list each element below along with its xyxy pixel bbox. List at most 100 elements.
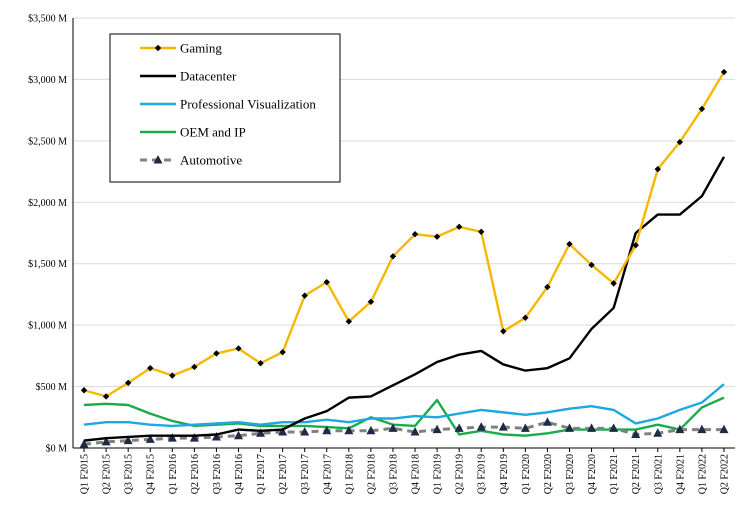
triangle-marker	[153, 155, 163, 164]
x-tick-label: Q2 F2015	[102, 454, 113, 494]
x-tick-label: Q1 F2021	[609, 454, 620, 494]
x-tick-label: Q1 F2022	[697, 454, 708, 494]
diamond-marker	[147, 364, 154, 372]
diamond-marker	[654, 165, 661, 173]
series-line-gaming	[83, 71, 725, 398]
triangle-marker	[123, 435, 133, 445]
y-tick-label: $1,500 M	[28, 259, 67, 270]
triangle-marker	[300, 427, 310, 436]
y-tick-label: $2,000 M	[28, 198, 67, 209]
series-line-datacenter	[83, 156, 726, 442]
x-tick-label: Q1 F2015	[80, 454, 91, 494]
diamond-marker	[544, 283, 551, 291]
x-tick-label: Q4 F2021	[675, 454, 686, 494]
x-tick-label: Q4 F2016	[234, 454, 245, 494]
diamond-marker	[235, 345, 242, 352]
series-line-professional-visualization	[83, 383, 725, 428]
y-tick-label: $1,000 M	[28, 321, 67, 332]
triangle-marker	[211, 431, 221, 441]
triangle-marker	[719, 424, 729, 434]
x-tick-label: Q1 F2020	[521, 454, 532, 494]
diamond-marker	[455, 223, 463, 231]
y-tick-label: $3,500 M	[28, 14, 67, 25]
triangle-marker	[189, 433, 199, 442]
diamond-marker	[588, 261, 595, 269]
x-tick-label: Q2 F2019	[455, 454, 466, 494]
x-tick-label: Q2 F2022	[719, 454, 730, 494]
triangle-marker	[587, 423, 597, 432]
diamond-marker	[191, 363, 198, 371]
diamond-marker	[367, 298, 375, 305]
x-tick-label: Q3 F2021	[653, 454, 664, 494]
triangle-marker	[631, 429, 641, 438]
x-tick-label: Q4 F2017	[322, 454, 333, 494]
y-tick-label: $0 M	[46, 444, 68, 455]
triangle-marker	[79, 439, 89, 448]
triangle-marker	[410, 427, 420, 436]
legend-label: OEM and IP	[180, 125, 246, 140]
triangle-marker	[542, 417, 552, 426]
x-tick-label: Q1 F2018	[344, 454, 355, 494]
diamond-marker	[433, 233, 441, 240]
triangle-marker	[278, 427, 288, 436]
diamond-marker	[632, 242, 639, 249]
y-tick-label: $2,500 M	[28, 136, 67, 147]
x-tick-label: Q2 F2020	[543, 454, 554, 494]
diamond-marker	[345, 318, 353, 325]
diamond-marker	[566, 240, 573, 248]
y-tick-label: $500 M	[36, 382, 68, 393]
x-tick-label: Q1 F2019	[433, 454, 444, 494]
diamond-marker	[80, 387, 88, 394]
triangle-marker	[344, 425, 354, 435]
x-tick-label: Q3 F2016	[212, 454, 223, 494]
x-tick-label: Q2 F2016	[190, 454, 201, 494]
legend-label: Professional Visualization	[180, 97, 316, 112]
x-tick-label: Q3 F2018	[388, 454, 399, 494]
triangle-marker	[322, 425, 332, 435]
triangle-marker	[101, 436, 111, 446]
x-tick-label: Q1 F2017	[256, 454, 267, 494]
triangle-marker	[388, 423, 398, 432]
diamond-marker	[698, 105, 706, 113]
diamond-marker	[169, 372, 176, 379]
x-tick-label: Q4 F2020	[587, 454, 598, 494]
legend-box	[109, 33, 341, 183]
x-tick-label: Q3 F2017	[300, 454, 311, 494]
triangle-marker	[234, 430, 243, 440]
diamond-marker	[411, 231, 419, 238]
x-tick-label: Q3 F2019	[477, 454, 488, 494]
x-tick-label: Q2 F2021	[631, 454, 642, 494]
triangle-marker	[675, 424, 685, 434]
legend-label: Datacenter	[180, 69, 237, 84]
x-tick-label: Q3 F2015	[124, 454, 135, 494]
triangle-marker	[697, 424, 707, 434]
x-tick-label: Q4 F2019	[499, 454, 510, 494]
x-tick-label: Q2 F2018	[366, 454, 377, 494]
diamond-marker	[213, 350, 220, 357]
triangle-marker	[609, 423, 619, 432]
triangle-marker	[498, 422, 508, 431]
diamond-marker	[676, 138, 684, 146]
diamond-marker	[124, 379, 132, 387]
diamond-marker	[522, 314, 529, 321]
diamond-marker	[279, 348, 286, 356]
triangle-marker	[565, 423, 574, 432]
triangle-marker	[167, 433, 177, 442]
x-tick-label: Q4 F2018	[411, 454, 422, 494]
legend-label: Gaming	[180, 41, 222, 56]
diamond-marker	[720, 68, 728, 76]
y-tick-label: $3,000 M	[28, 75, 67, 86]
x-tick-label: Q4 F2015	[146, 454, 157, 494]
diamond-marker	[478, 228, 485, 235]
legend: Gaming Datacenter Professional Visualizati…	[109, 33, 341, 183]
axes: $0 M $500 M $1,000 M $1,500 M $2,000 M $2,500…	[28, 14, 735, 494]
x-tick-label: Q1 F2016	[168, 454, 179, 494]
diamond-marker	[102, 393, 110, 400]
diamond-marker	[610, 280, 617, 287]
triangle-marker	[476, 422, 486, 431]
triangle-marker	[454, 423, 464, 432]
triangle-marker	[653, 428, 663, 437]
x-tick-label: Q3 F2020	[565, 454, 576, 494]
